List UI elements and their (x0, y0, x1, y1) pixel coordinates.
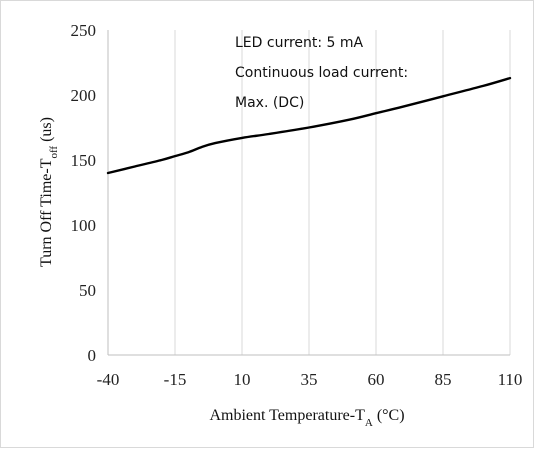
x-axis-title-unit: (°C) (373, 407, 405, 424)
annotation-led-current: LED current: 5 mA (235, 35, 364, 51)
y-tick-label-1: 50 (79, 281, 96, 300)
tick-labels: -40 -15 10 35 60 85 110 0 50 100 150 200 250 (71, 21, 523, 389)
series-line-0 (106, 76, 512, 175)
annotation-max-dc: Max. (DC) (235, 95, 304, 111)
y-axis-title-main: Turn Off Time-T (38, 158, 55, 267)
x-tick-label-5: 85 (435, 370, 452, 389)
x-tick-label-0: -40 (97, 370, 120, 389)
x-tick-label-6: 110 (498, 370, 523, 389)
grid-lines (174, 30, 511, 355)
y-axis-title-unit: (us) (38, 117, 55, 146)
y-tick-label-3: 150 (71, 151, 97, 170)
x-axis-title: Ambient Temperature-TA (°C) (209, 407, 404, 429)
x-tick-label-4: 60 (368, 370, 385, 389)
y-tick-label-5: 250 (71, 21, 97, 40)
x-axis-title-sub: A (365, 417, 373, 429)
x-tick-label-1: -15 (164, 370, 187, 389)
y-axis-title: Turn Off Time-Toff (us) (38, 117, 60, 267)
axes (107, 30, 510, 356)
y-axis-title-sub: off (48, 146, 60, 159)
x-axis-title-main: Ambient Temperature-T (209, 407, 365, 424)
x-tick-label-3: 35 (301, 370, 318, 389)
annotation-load-current: Continuous load current: (235, 65, 408, 81)
y-tick-label-0: 0 (88, 346, 97, 365)
y-tick-label-4: 200 (71, 86, 97, 105)
x-tick-label-2: 10 (234, 370, 251, 389)
annotation-block: LED current: 5 mA Continuous load curren… (235, 35, 408, 111)
y-tick-label-2: 100 (71, 216, 97, 235)
series-layer (106, 76, 512, 175)
